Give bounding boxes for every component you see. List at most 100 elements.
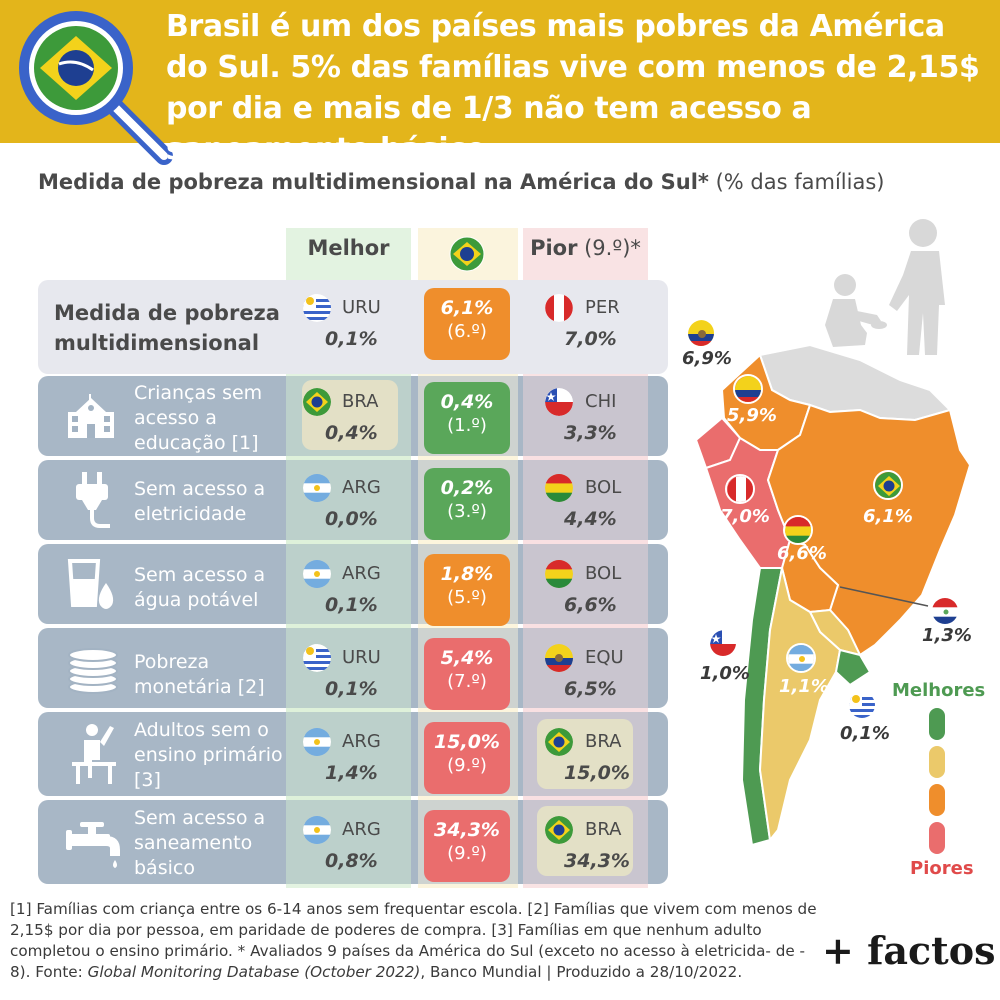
brazil-rank: (1.º) bbox=[447, 415, 487, 436]
map-flag-icon bbox=[786, 643, 816, 673]
brazil-flag-icon bbox=[449, 236, 485, 272]
brazil-value-box: 0,4% (1.º) bbox=[424, 382, 510, 454]
best-flag-icon bbox=[303, 644, 331, 672]
best-flag-icon bbox=[303, 474, 331, 502]
worst-column-header: Pior (9.º)* bbox=[530, 236, 641, 260]
map-flag-icon bbox=[725, 474, 755, 504]
header-banner bbox=[0, 0, 1000, 143]
chart-subtitle: Medida de pobreza multidimensional na Am… bbox=[38, 170, 885, 194]
best-value: 1,4% bbox=[325, 762, 378, 784]
brazil-value: 0,4% bbox=[440, 391, 494, 413]
map-value-label: 0,1% bbox=[840, 723, 890, 744]
map-flag-icon bbox=[686, 318, 716, 348]
best-country-code: URU bbox=[342, 297, 381, 318]
worst-flag-icon bbox=[545, 560, 573, 588]
map-value-label: 6,9% bbox=[682, 348, 732, 369]
brazil-value-box: 6,1% (6.º) bbox=[424, 288, 510, 360]
best-flag-icon bbox=[303, 388, 331, 416]
map-flag-icon bbox=[847, 690, 877, 720]
row-label-sanitation: Sem acesso a saneamento básico bbox=[134, 807, 266, 879]
best-value: 0,0% bbox=[325, 508, 378, 530]
brazil-value-box: 34,3% (9.º) bbox=[424, 810, 510, 882]
school-icon bbox=[68, 394, 114, 438]
best-country-code: BRA bbox=[342, 391, 379, 412]
worst-value: 6,5% bbox=[564, 678, 617, 700]
row-label-primary: Adultos sem o ensino primário [3] bbox=[134, 719, 283, 791]
plug-icon bbox=[76, 472, 110, 528]
worst-value: 3,3% bbox=[564, 422, 617, 444]
worst-country-code: BRA bbox=[585, 731, 622, 752]
map-value-label: 1,1% bbox=[779, 676, 829, 697]
worst-country-code: PER bbox=[585, 297, 620, 318]
worst-country-code: BRA bbox=[585, 819, 622, 840]
worst-country-code: BOL bbox=[585, 563, 622, 584]
worst-value: 34,3% bbox=[564, 850, 630, 872]
worst-flag-icon bbox=[545, 294, 573, 322]
best-flag-icon bbox=[303, 816, 331, 844]
brazil-value-box: 1,8% (5.º) bbox=[424, 554, 510, 626]
brazil-rank: (9.º) bbox=[447, 843, 487, 864]
footnote: [1] Famílias com criança entre os 6-14 a… bbox=[10, 900, 817, 981]
best-value: 0,1% bbox=[325, 594, 378, 616]
brazil-value: 34,3% bbox=[434, 819, 500, 841]
south-america-map bbox=[694, 343, 972, 854]
best-country-code: ARG bbox=[342, 477, 381, 498]
header-title: Brasil é um dos países mais pobres da Am… bbox=[166, 9, 980, 167]
brazil-value-box: 0,2% (3.º) bbox=[424, 468, 510, 540]
worst-country-code: CHI bbox=[585, 391, 617, 412]
best-column-overlay bbox=[286, 376, 411, 884]
map-value-label: 7,0% bbox=[720, 506, 770, 527]
brazil-value-box: 15,0% (9.º) bbox=[424, 722, 510, 794]
worst-value: 7,0% bbox=[564, 328, 617, 350]
best-value: 0,1% bbox=[325, 328, 378, 350]
magnifier-brazil-flag-icon bbox=[19, 11, 173, 165]
people-silhouette-icon bbox=[825, 219, 945, 355]
map-flag-icon bbox=[930, 596, 960, 626]
worst-value: 4,4% bbox=[564, 508, 617, 530]
best-flag-icon bbox=[303, 560, 331, 588]
map-flag-icon bbox=[783, 515, 813, 545]
coins-icon bbox=[68, 648, 118, 694]
best-country-code: ARG bbox=[342, 819, 381, 840]
best-value: 0,1% bbox=[325, 678, 378, 700]
worst-flag-icon bbox=[545, 728, 573, 756]
best-country-code: ARG bbox=[342, 563, 381, 584]
worst-flag-icon bbox=[545, 388, 573, 416]
row-label-water: Sem acesso a água potável bbox=[134, 564, 266, 611]
map-value-label: 5,9% bbox=[727, 405, 777, 426]
best-country-code: URU bbox=[342, 647, 381, 668]
worst-column-overlay bbox=[523, 376, 648, 884]
best-flag-icon bbox=[303, 728, 331, 756]
legend-best-label: Melhores bbox=[892, 680, 986, 701]
best-value: 0,8% bbox=[325, 850, 378, 872]
brazil-column-overlay bbox=[418, 376, 518, 884]
brazil-value: 0,2% bbox=[440, 477, 494, 499]
row-label-electricity: Sem acesso a eletricidade bbox=[134, 478, 266, 525]
brazil-value-box: 5,4% (7.º) bbox=[424, 638, 510, 710]
map-value-label: 6,1% bbox=[863, 506, 913, 527]
brazil-rank: (5.º) bbox=[447, 587, 487, 608]
map-flag-icon bbox=[708, 628, 738, 658]
faucet-icon bbox=[66, 822, 120, 868]
worst-flag-icon bbox=[545, 644, 573, 672]
brazil-rank: (6.º) bbox=[447, 321, 487, 342]
map-value-label: 6,6% bbox=[777, 543, 827, 564]
worst-country-code: BOL bbox=[585, 477, 622, 498]
map-value-label: 1,3% bbox=[922, 625, 972, 646]
row-label-education: Crianças sem acesso a educação [1] bbox=[134, 382, 263, 454]
row-label-main: Medida de pobreza multidimensional bbox=[54, 301, 280, 355]
legend-worst-label: Piores bbox=[910, 858, 974, 879]
water-icon bbox=[67, 559, 114, 609]
worst-country-code: EQU bbox=[585, 647, 624, 668]
worst-value: 6,6% bbox=[564, 594, 617, 616]
map-flag-icon bbox=[873, 470, 903, 500]
map-value-label: 1,0% bbox=[700, 663, 750, 684]
worst-flag-icon bbox=[545, 816, 573, 844]
best-column-header: Melhor bbox=[307, 236, 390, 260]
brazil-rank: (7.º) bbox=[447, 671, 487, 692]
brazil-value: 1,8% bbox=[440, 563, 494, 585]
best-flag-icon bbox=[303, 294, 331, 322]
student-icon bbox=[72, 724, 116, 784]
brazil-value: 15,0% bbox=[434, 731, 500, 753]
map-flag-icon bbox=[733, 374, 763, 404]
